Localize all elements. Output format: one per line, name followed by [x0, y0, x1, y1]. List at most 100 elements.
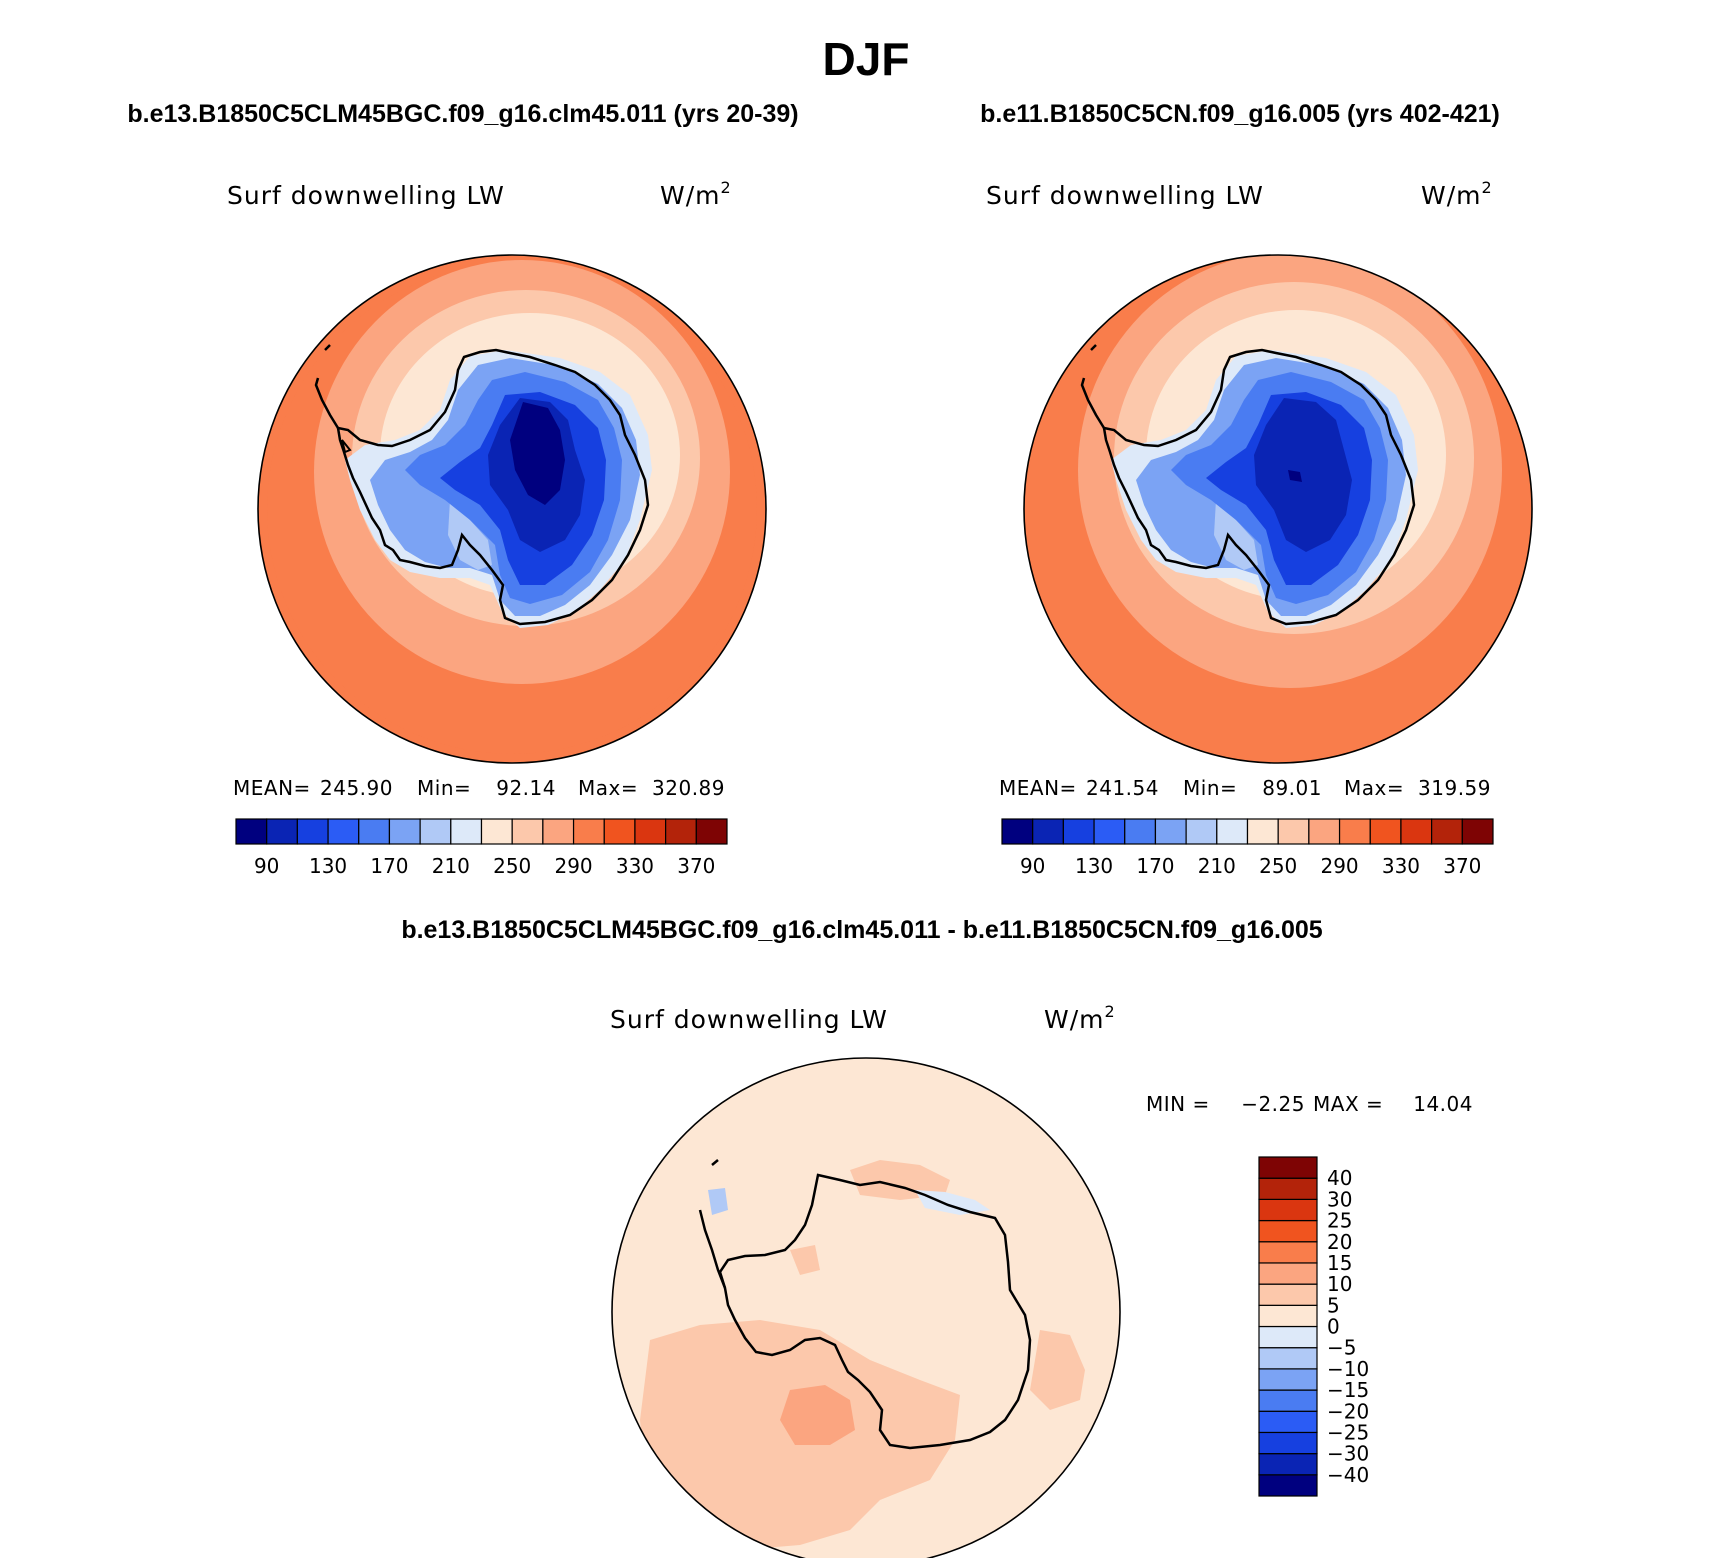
- panel-a-colorbar-swatch: [603, 818, 636, 845]
- panel-c-colorbar-tick-label: 0: [1327, 1315, 1340, 1339]
- panel-a-colorbar-swatch: [511, 818, 544, 845]
- panel-a-colorbar-swatch: [296, 818, 329, 845]
- panel-c-colorbar-swatch: [1258, 1283, 1318, 1306]
- panel-a-contour-90: [510, 402, 565, 505]
- panel-b-colorbar-tick-label: 170: [1136, 854, 1174, 878]
- panel-c-map-border: [611, 1057, 1121, 1558]
- panel-c-colorbar-swatch: [1258, 1304, 1318, 1328]
- panel-c-field-5-10-north: [850, 1160, 950, 1200]
- panel-a-mean-label: MEAN=: [233, 776, 311, 800]
- panel-c-colorbar-swatch: [1258, 1219, 1318, 1243]
- panel-a-colorbar-tick-label: 130: [309, 854, 347, 878]
- panel-a-min-label: Min=: [417, 776, 471, 800]
- panel-a-colorbar-swatch: [419, 818, 452, 845]
- panel-a-colorbar-swatch: [480, 818, 513, 845]
- panel-a-max-value: 320.89: [652, 776, 725, 800]
- panel-c-colorbar-swatch: [1258, 1410, 1318, 1434]
- panel-c-colorbar-swatch: [1258, 1474, 1318, 1497]
- panel-b: b.e11.B1850C5CN.f09_g16.005 (yrs 402-421…: [980, 100, 1533, 878]
- panel-b-colorbar-swatch: [1032, 818, 1064, 845]
- panel-c-colorbar-tick-label: −40: [1327, 1463, 1369, 1487]
- panel-c-min-label: MIN =: [1146, 1092, 1210, 1116]
- panel-a-colorbar-tick-label: 90: [254, 854, 279, 878]
- panel-b-map-border: [1023, 254, 1533, 764]
- panel-c-colorbar-tick-label: 30: [1327, 1187, 1352, 1211]
- panel-a-colorbar-swatch: [388, 818, 421, 845]
- panel-c-colorbar-swatch: [1258, 1389, 1318, 1412]
- panel-a-colorbar-tick-label: 170: [370, 854, 408, 878]
- panel-c-colorbar-tick-label: −20: [1327, 1399, 1369, 1423]
- panel-b-max-value: 319.59: [1418, 776, 1491, 800]
- panel-b-colorbar-swatch: [1369, 818, 1402, 845]
- panel-b-max-label: Max=: [1344, 776, 1404, 800]
- panel-a-colorbar-swatch: [695, 818, 728, 845]
- panel-c-colorbar-swatch: [1258, 1431, 1318, 1455]
- panel-c-case-title: b.e13.B1850C5CLM45BGC.f09_g16.clm45.011 …: [401, 916, 1322, 944]
- panel-a-ross-ice: [448, 500, 492, 570]
- panel-b-colorbar-swatch: [1338, 818, 1371, 845]
- panel-c-colorbar-swatch: [1258, 1198, 1318, 1222]
- panel-b-colorbar-tick-label: 130: [1075, 854, 1113, 878]
- panel-b-colorbar-tick-label: 250: [1259, 854, 1297, 878]
- panel-a-variable-label: Surf downwelling LW: [227, 181, 505, 210]
- panel-b-colorbar-swatch: [1246, 818, 1279, 845]
- panel-c-field-5-10-east: [1030, 1330, 1085, 1410]
- panel-a-colorbar-tick-label: 290: [554, 854, 592, 878]
- panel-c: b.e13.B1850C5CLM45BGC.f09_g16.clm45.011 …: [401, 916, 1473, 1558]
- panel-c-colorbar-tick-label: 40: [1327, 1166, 1352, 1190]
- panel-a-mean-value: 245.90: [320, 776, 393, 800]
- panel-b-coastline: [1102, 348, 1416, 626]
- panel-a-colorbar-swatch: [634, 818, 667, 845]
- panel-c-units: W/m2: [1044, 1002, 1116, 1034]
- panel-a-case-title: b.e13.B1850C5CLM45BGC.f09_g16.clm45.011 …: [127, 100, 798, 128]
- panel-a-colorbar-swatch: [665, 818, 697, 845]
- panel-b-colorbar-swatch: [1400, 818, 1433, 845]
- panel-a: b.e13.B1850C5CLM45BGC.f09_g16.clm45.011 …: [127, 100, 798, 878]
- panel-b-colorbar-swatch: [1461, 818, 1494, 845]
- panel-c-colorbar-tick-label: 5: [1327, 1293, 1340, 1317]
- panel-c-max-value: 14.04: [1413, 1092, 1473, 1116]
- panel-a-colorbar-swatch: [450, 818, 483, 845]
- panel-c-colorbar-tick-label: −10: [1327, 1357, 1369, 1381]
- panel-b-ross-ice: [1214, 500, 1258, 570]
- panel-b-colorbar-swatch: [1062, 818, 1095, 845]
- panel-a-units-base: W/m: [660, 181, 721, 210]
- panel-b-colorbar-swatch: [1216, 818, 1249, 845]
- panel-b-colorbar-swatch: [1431, 818, 1463, 845]
- panel-c-units-exp: 2: [1105, 1002, 1116, 1021]
- panel-a-units-exp: 2: [721, 178, 732, 197]
- panel-c-colorbar-tick-label: −25: [1327, 1420, 1369, 1444]
- panel-b-units: W/m2: [1421, 178, 1493, 210]
- panel-b-units-exp: 2: [1482, 178, 1493, 197]
- panel-c-map: [612, 1058, 1120, 1558]
- panel-c-colorbar-tick-label: −15: [1327, 1378, 1369, 1402]
- panel-b-colorbar-swatch: [1001, 818, 1034, 845]
- panel-a-min-value: 92.14: [496, 776, 556, 800]
- panel-c-field-neg-west: [708, 1188, 728, 1215]
- panel-c-colorbar-swatch: [1258, 1347, 1318, 1370]
- panel-c-colorbar-swatch: [1258, 1177, 1318, 1200]
- panel-b-contour-110: [1254, 398, 1352, 552]
- panel-a-colorbar-tick-label: 370: [677, 854, 715, 878]
- panel-c-colorbar-tick-label: 10: [1327, 1272, 1352, 1296]
- panel-a-colorbar-tick-label: 330: [616, 854, 654, 878]
- panel-a-colorbar-swatch: [542, 818, 575, 845]
- panel-b-colorbar-tick-label: 370: [1443, 854, 1481, 878]
- panel-c-max-label: MAX =: [1313, 1092, 1383, 1116]
- panel-b-colorbar-swatch: [1093, 818, 1126, 845]
- panel-b-colorbar-swatch: [1154, 818, 1187, 845]
- panel-b-colorbar-tick-label: 210: [1198, 854, 1236, 878]
- panel-c-colorbar-swatch: [1258, 1156, 1318, 1179]
- panel-b-colorbar-tick-label: 330: [1382, 854, 1420, 878]
- panel-a-map-border: [257, 254, 767, 764]
- panel-a-colorbar-tick-label: 210: [432, 854, 470, 878]
- panel-b-colorbar-tick-label: 90: [1020, 854, 1045, 878]
- panel-b-colorbar: 90 130 170 210 250 290 330 370: [1001, 818, 1494, 878]
- figure-title: DJF: [823, 33, 910, 85]
- panel-c-colorbar-tick-label: 25: [1327, 1209, 1352, 1233]
- panel-b-mean-label: MEAN=: [999, 776, 1077, 800]
- panel-a-colorbar-swatch: [327, 818, 360, 845]
- panel-b-mean-value: 241.54: [1086, 776, 1159, 800]
